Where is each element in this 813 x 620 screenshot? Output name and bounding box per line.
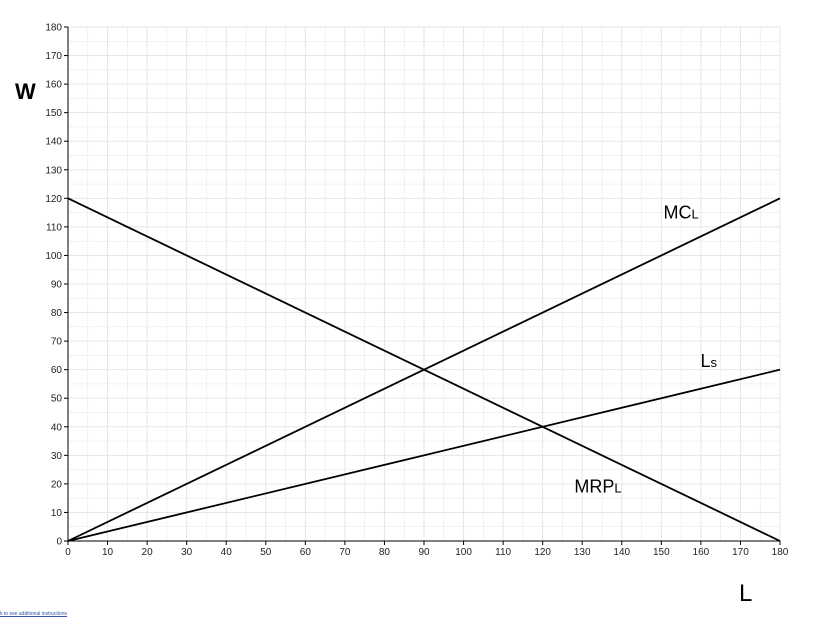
y-tick-label: 60 <box>51 365 63 376</box>
x-tick-label: 180 <box>772 547 789 558</box>
series-line-mrpl <box>67 197 781 542</box>
x-tick-label: 130 <box>574 547 591 558</box>
ticks: 0 10 20 30 40 50 60 70 80 90 100 110 120 130 140 150 160… <box>45 23 788 559</box>
x-tick-label: 150 <box>653 547 670 558</box>
y-tick-label: 20 <box>51 479 63 490</box>
x-tick-label: 110 <box>495 547 511 558</box>
y-tick-label: 120 <box>45 194 62 205</box>
series-label-mrpl: MRPL <box>574 476 621 496</box>
x-tick-label: 60 <box>300 547 312 558</box>
grid <box>67 26 781 542</box>
y-tick-label: 10 <box>51 508 63 519</box>
y-tick-label: 110 <box>46 222 62 233</box>
y-tick-label: 160 <box>45 80 62 91</box>
x-tick-label: 40 <box>221 547 233 558</box>
y-tick-label: 40 <box>51 422 63 433</box>
y-tick-label: 150 <box>45 108 62 119</box>
x-tick-label: 50 <box>260 547 272 558</box>
series-label-ls: Ls <box>701 351 718 371</box>
x-axis-title: L <box>739 580 752 607</box>
y-tick-label: 100 <box>45 251 62 262</box>
y-tick-label: 130 <box>45 165 62 176</box>
y-tick-label: 170 <box>45 51 62 62</box>
series-label-mcl: MCL <box>663 202 698 222</box>
y-tick-label: 80 <box>51 308 63 319</box>
x-tick-label: 70 <box>339 547 351 558</box>
x-tick-label: 120 <box>534 547 551 558</box>
x-tick-label: 90 <box>418 547 430 558</box>
x-tick-label: 160 <box>693 547 710 558</box>
y-axis-title: W <box>15 79 36 104</box>
y-tick-label: 0 <box>56 537 62 548</box>
y-tick-label: 90 <box>51 280 63 291</box>
instructions-link[interactable]: k to see additional instructions <box>0 611 67 617</box>
x-tick-label: 80 <box>379 547 391 558</box>
x-tick-label: 20 <box>142 547 154 558</box>
x-tick-label: 170 <box>732 547 749 558</box>
x-tick-label: 10 <box>102 547 114 558</box>
y-tick-label: 50 <box>51 394 63 405</box>
y-tick-label: 180 <box>45 23 62 34</box>
x-tick-label: 100 <box>455 547 472 558</box>
x-tick-label: 140 <box>613 547 630 558</box>
y-tick-label: 70 <box>51 337 63 348</box>
x-tick-label: 30 <box>181 547 193 558</box>
series-line-ls <box>67 368 781 542</box>
series-lines <box>67 197 781 542</box>
series-labels: MCL Ls MRPL <box>574 202 717 496</box>
y-tick-label: 30 <box>51 451 63 462</box>
y-tick-label: 140 <box>45 137 62 148</box>
x-tick-label: 0 <box>65 547 71 558</box>
